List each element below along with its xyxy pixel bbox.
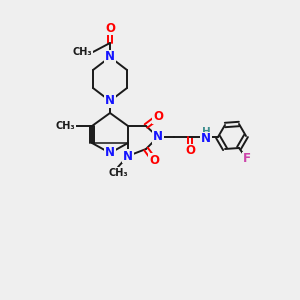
Text: H: H [202,127,210,137]
Text: CH₃: CH₃ [56,121,75,131]
Text: O: O [185,145,195,158]
Text: N: N [105,94,115,107]
Text: N: N [105,146,115,160]
Text: N: N [123,149,133,163]
Text: N: N [153,130,163,143]
Text: CH₃: CH₃ [108,168,128,178]
Text: CH₃: CH₃ [72,47,92,57]
Text: O: O [105,22,115,34]
Text: N: N [105,50,115,64]
Text: O: O [149,154,159,166]
Text: F: F [243,152,251,166]
Text: O: O [153,110,163,124]
Text: N: N [201,133,211,146]
